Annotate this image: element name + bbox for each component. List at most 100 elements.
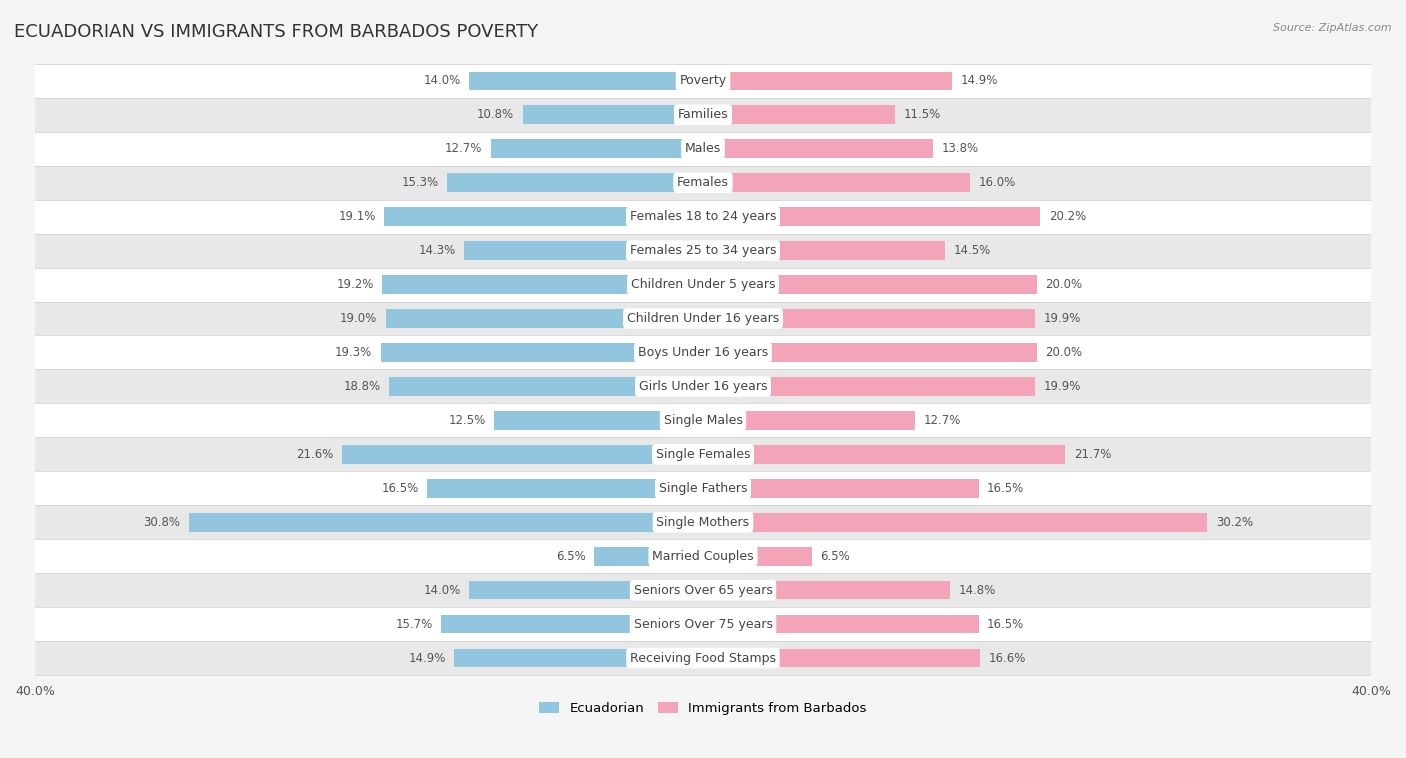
- Text: Receiving Food Stamps: Receiving Food Stamps: [630, 652, 776, 665]
- Text: 6.5%: 6.5%: [820, 550, 849, 562]
- Text: 18.8%: 18.8%: [343, 380, 381, 393]
- Bar: [703, 479, 979, 497]
- Text: 16.5%: 16.5%: [382, 482, 419, 495]
- Text: Children Under 5 years: Children Under 5 years: [631, 278, 775, 291]
- Text: Married Couples: Married Couples: [652, 550, 754, 562]
- Bar: [703, 343, 1038, 362]
- Text: Girls Under 16 years: Girls Under 16 years: [638, 380, 768, 393]
- Bar: [595, 547, 703, 565]
- Bar: [703, 174, 970, 192]
- Text: Females 25 to 34 years: Females 25 to 34 years: [630, 244, 776, 257]
- Bar: [35, 471, 1371, 506]
- Text: 16.6%: 16.6%: [988, 652, 1026, 665]
- Text: Single Fathers: Single Fathers: [659, 482, 747, 495]
- Bar: [35, 437, 1371, 471]
- Text: Females 18 to 24 years: Females 18 to 24 years: [630, 210, 776, 223]
- Text: 16.0%: 16.0%: [979, 176, 1015, 190]
- Bar: [703, 649, 980, 667]
- Text: Single Males: Single Males: [664, 414, 742, 427]
- Bar: [470, 71, 703, 90]
- Text: 12.7%: 12.7%: [446, 143, 482, 155]
- Text: 6.5%: 6.5%: [557, 550, 586, 562]
- Text: 14.0%: 14.0%: [423, 74, 461, 87]
- Bar: [441, 615, 703, 634]
- Bar: [381, 343, 703, 362]
- Bar: [454, 649, 703, 667]
- Bar: [35, 268, 1371, 302]
- Text: 14.9%: 14.9%: [408, 652, 446, 665]
- Text: 19.3%: 19.3%: [335, 346, 373, 359]
- Bar: [495, 411, 703, 430]
- Text: 20.0%: 20.0%: [1046, 346, 1083, 359]
- Text: 21.7%: 21.7%: [1074, 448, 1111, 461]
- Text: Males: Males: [685, 143, 721, 155]
- Text: 14.5%: 14.5%: [953, 244, 991, 257]
- Text: 21.6%: 21.6%: [297, 448, 333, 461]
- Text: Poverty: Poverty: [679, 74, 727, 87]
- Bar: [35, 199, 1371, 233]
- Bar: [703, 411, 915, 430]
- Bar: [703, 309, 1035, 328]
- Text: 19.2%: 19.2%: [336, 278, 374, 291]
- Text: 14.8%: 14.8%: [959, 584, 995, 597]
- Bar: [35, 98, 1371, 132]
- Text: 10.8%: 10.8%: [477, 108, 515, 121]
- Bar: [35, 336, 1371, 369]
- Text: 19.9%: 19.9%: [1043, 380, 1081, 393]
- Text: 12.7%: 12.7%: [924, 414, 960, 427]
- Text: 20.0%: 20.0%: [1046, 278, 1083, 291]
- Text: Seniors Over 65 years: Seniors Over 65 years: [634, 584, 772, 597]
- Text: 15.3%: 15.3%: [402, 176, 439, 190]
- Text: ECUADORIAN VS IMMIGRANTS FROM BARBADOS POVERTY: ECUADORIAN VS IMMIGRANTS FROM BARBADOS P…: [14, 23, 538, 41]
- Text: 14.3%: 14.3%: [419, 244, 456, 257]
- Bar: [382, 275, 703, 294]
- Bar: [35, 573, 1371, 607]
- Bar: [703, 377, 1035, 396]
- Text: 19.1%: 19.1%: [339, 210, 375, 223]
- Bar: [342, 445, 703, 464]
- Bar: [703, 139, 934, 158]
- Text: 16.5%: 16.5%: [987, 618, 1024, 631]
- Bar: [35, 641, 1371, 675]
- Bar: [35, 132, 1371, 166]
- Bar: [703, 105, 896, 124]
- Text: Females: Females: [678, 176, 728, 190]
- Text: 12.5%: 12.5%: [449, 414, 486, 427]
- Text: Boys Under 16 years: Boys Under 16 years: [638, 346, 768, 359]
- Text: Single Mothers: Single Mothers: [657, 515, 749, 529]
- Bar: [703, 547, 811, 565]
- Text: 30.2%: 30.2%: [1216, 515, 1253, 529]
- Bar: [385, 309, 703, 328]
- Bar: [703, 241, 945, 260]
- Bar: [35, 506, 1371, 539]
- Bar: [35, 166, 1371, 199]
- Text: Children Under 16 years: Children Under 16 years: [627, 312, 779, 325]
- Bar: [188, 513, 703, 531]
- Bar: [703, 581, 950, 600]
- Text: 19.9%: 19.9%: [1043, 312, 1081, 325]
- Bar: [470, 581, 703, 600]
- Bar: [703, 208, 1040, 226]
- Bar: [35, 539, 1371, 573]
- Text: 14.0%: 14.0%: [423, 584, 461, 597]
- Text: 19.0%: 19.0%: [340, 312, 377, 325]
- Bar: [35, 369, 1371, 403]
- Text: 16.5%: 16.5%: [987, 482, 1024, 495]
- Bar: [427, 479, 703, 497]
- Bar: [703, 615, 979, 634]
- Bar: [703, 275, 1038, 294]
- Bar: [389, 377, 703, 396]
- Bar: [703, 445, 1066, 464]
- Bar: [523, 105, 703, 124]
- Bar: [447, 174, 703, 192]
- Bar: [35, 403, 1371, 437]
- Text: Families: Families: [678, 108, 728, 121]
- Text: 30.8%: 30.8%: [143, 515, 180, 529]
- Bar: [464, 241, 703, 260]
- Bar: [35, 607, 1371, 641]
- Text: 15.7%: 15.7%: [395, 618, 433, 631]
- Text: 13.8%: 13.8%: [942, 143, 979, 155]
- Bar: [491, 139, 703, 158]
- Text: 11.5%: 11.5%: [904, 108, 941, 121]
- Bar: [35, 233, 1371, 268]
